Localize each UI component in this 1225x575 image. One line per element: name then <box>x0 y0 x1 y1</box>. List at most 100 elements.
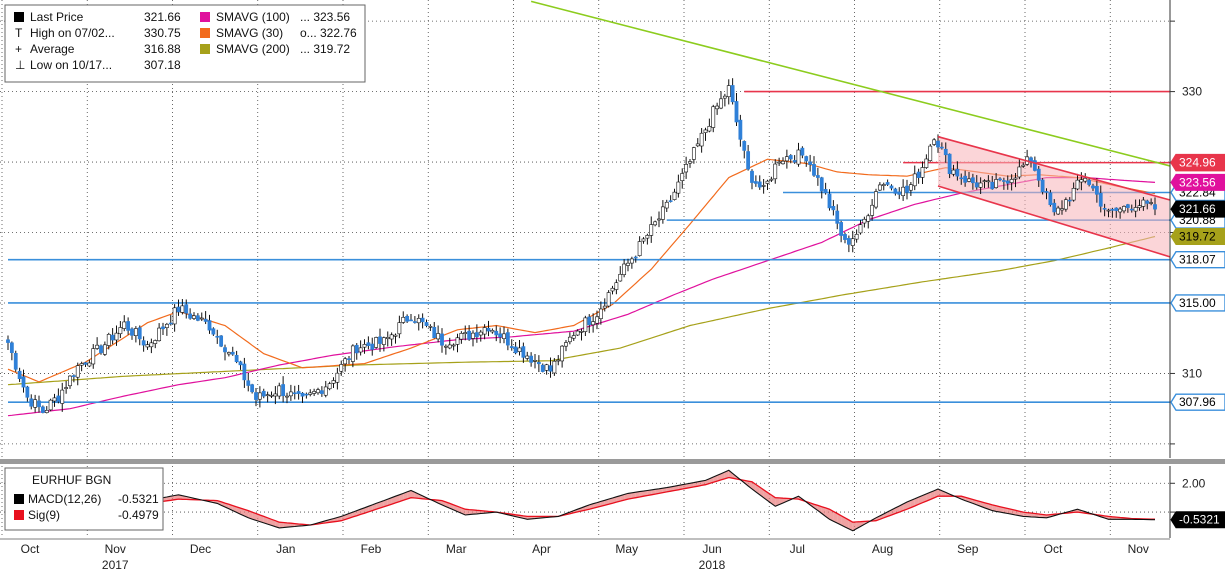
candle <box>211 327 216 336</box>
candle <box>664 199 669 213</box>
candle <box>870 199 875 221</box>
candle-body <box>401 316 406 323</box>
candle-body <box>1110 209 1115 211</box>
candle-body <box>843 234 847 240</box>
candle <box>544 363 549 375</box>
candle-body <box>974 182 979 188</box>
candle <box>719 91 723 110</box>
macd-diff-fill <box>678 484 683 490</box>
candle-body <box>102 344 107 355</box>
candle-body <box>1032 160 1037 171</box>
candle-body <box>730 85 735 103</box>
macd-diff-fill <box>690 482 694 488</box>
x-tick-label: Mar <box>446 542 467 556</box>
candle-body <box>544 364 549 371</box>
candle-body <box>269 394 274 397</box>
candle <box>455 333 460 353</box>
candle-body <box>486 327 491 332</box>
macd-value-tag-text: -0.5321 <box>1179 513 1220 527</box>
legend-value: 321.66 <box>144 10 181 24</box>
macd-diff-fill <box>910 498 915 508</box>
x-tick-label: Sep <box>957 542 979 556</box>
legend-swatch-icon <box>200 28 210 38</box>
legend-label: Low on 10/17... <box>30 58 112 72</box>
macd-tick-label: 2.00 <box>1182 476 1206 490</box>
candle <box>319 386 324 397</box>
candle <box>316 387 320 395</box>
candle <box>730 78 735 105</box>
candle-body <box>440 333 444 346</box>
candle-body <box>91 348 96 365</box>
candle-body <box>6 339 10 343</box>
candle-body <box>781 160 785 165</box>
candle-body <box>633 256 638 259</box>
macd-diff-fill <box>395 494 400 503</box>
candle-body <box>602 305 607 309</box>
candle <box>498 327 503 344</box>
candle-body <box>192 315 196 319</box>
candle <box>738 114 743 147</box>
candle <box>711 104 716 133</box>
candle-body <box>591 321 596 326</box>
level-tag-box <box>1170 393 1225 411</box>
macd-diff-fill <box>476 510 481 514</box>
candle-body <box>1036 168 1041 181</box>
legend-entry: SMAVG (100) ... 323.56 <box>200 10 350 24</box>
candle-body <box>990 181 995 190</box>
candle <box>436 325 441 343</box>
candle-body <box>354 344 359 354</box>
candle <box>60 382 65 412</box>
candle <box>153 339 158 349</box>
candle-body <box>188 313 193 319</box>
macd-diff-fill <box>996 505 1000 513</box>
candle <box>784 149 789 169</box>
candle <box>471 330 475 347</box>
candle-body <box>587 316 592 326</box>
candle-body <box>494 330 499 336</box>
candle-body <box>924 158 929 168</box>
candle <box>269 391 274 398</box>
x-tick-label: Nov <box>105 542 126 556</box>
macd-diff-fill <box>616 495 621 503</box>
macd-diff-fill <box>701 480 706 486</box>
candle-body <box>443 345 448 348</box>
candle-body <box>1145 200 1150 204</box>
candle <box>781 157 785 165</box>
candle <box>843 232 847 244</box>
macd-diff-fill <box>403 491 408 501</box>
value-tag-319.72-text: 319.72 <box>1179 229 1216 243</box>
candle-body <box>831 206 836 211</box>
candle <box>1122 205 1126 214</box>
candle-body <box>211 328 216 335</box>
x-tick-label: Apr <box>532 542 551 556</box>
candle-body <box>339 364 344 372</box>
candle <box>637 236 642 257</box>
macd-diff-fill <box>1007 508 1012 515</box>
candle-body <box>370 343 375 350</box>
candle <box>1017 158 1022 180</box>
candle-body <box>312 391 317 394</box>
candle-body <box>471 332 475 339</box>
candle-body <box>502 333 506 339</box>
candle <box>928 143 933 162</box>
candle-body <box>331 380 336 384</box>
level-tag-text: 307.96 <box>1179 395 1216 409</box>
candle <box>509 339 514 351</box>
candle <box>595 310 599 330</box>
macd-diff-fill <box>279 522 284 528</box>
candle-body <box>719 98 723 109</box>
candle <box>257 386 262 408</box>
candle-body <box>610 287 615 292</box>
candle <box>261 388 266 399</box>
level-tag-315.00: 315.00 <box>1170 294 1225 312</box>
candle <box>846 235 851 253</box>
candle <box>757 175 762 190</box>
candle <box>1021 162 1026 168</box>
candle-body <box>750 170 754 183</box>
candle <box>192 312 196 320</box>
candle-body <box>126 321 131 331</box>
candle-body <box>304 393 309 396</box>
candle <box>242 357 247 388</box>
candle <box>1075 173 1080 191</box>
candle-body <box>1094 185 1099 195</box>
